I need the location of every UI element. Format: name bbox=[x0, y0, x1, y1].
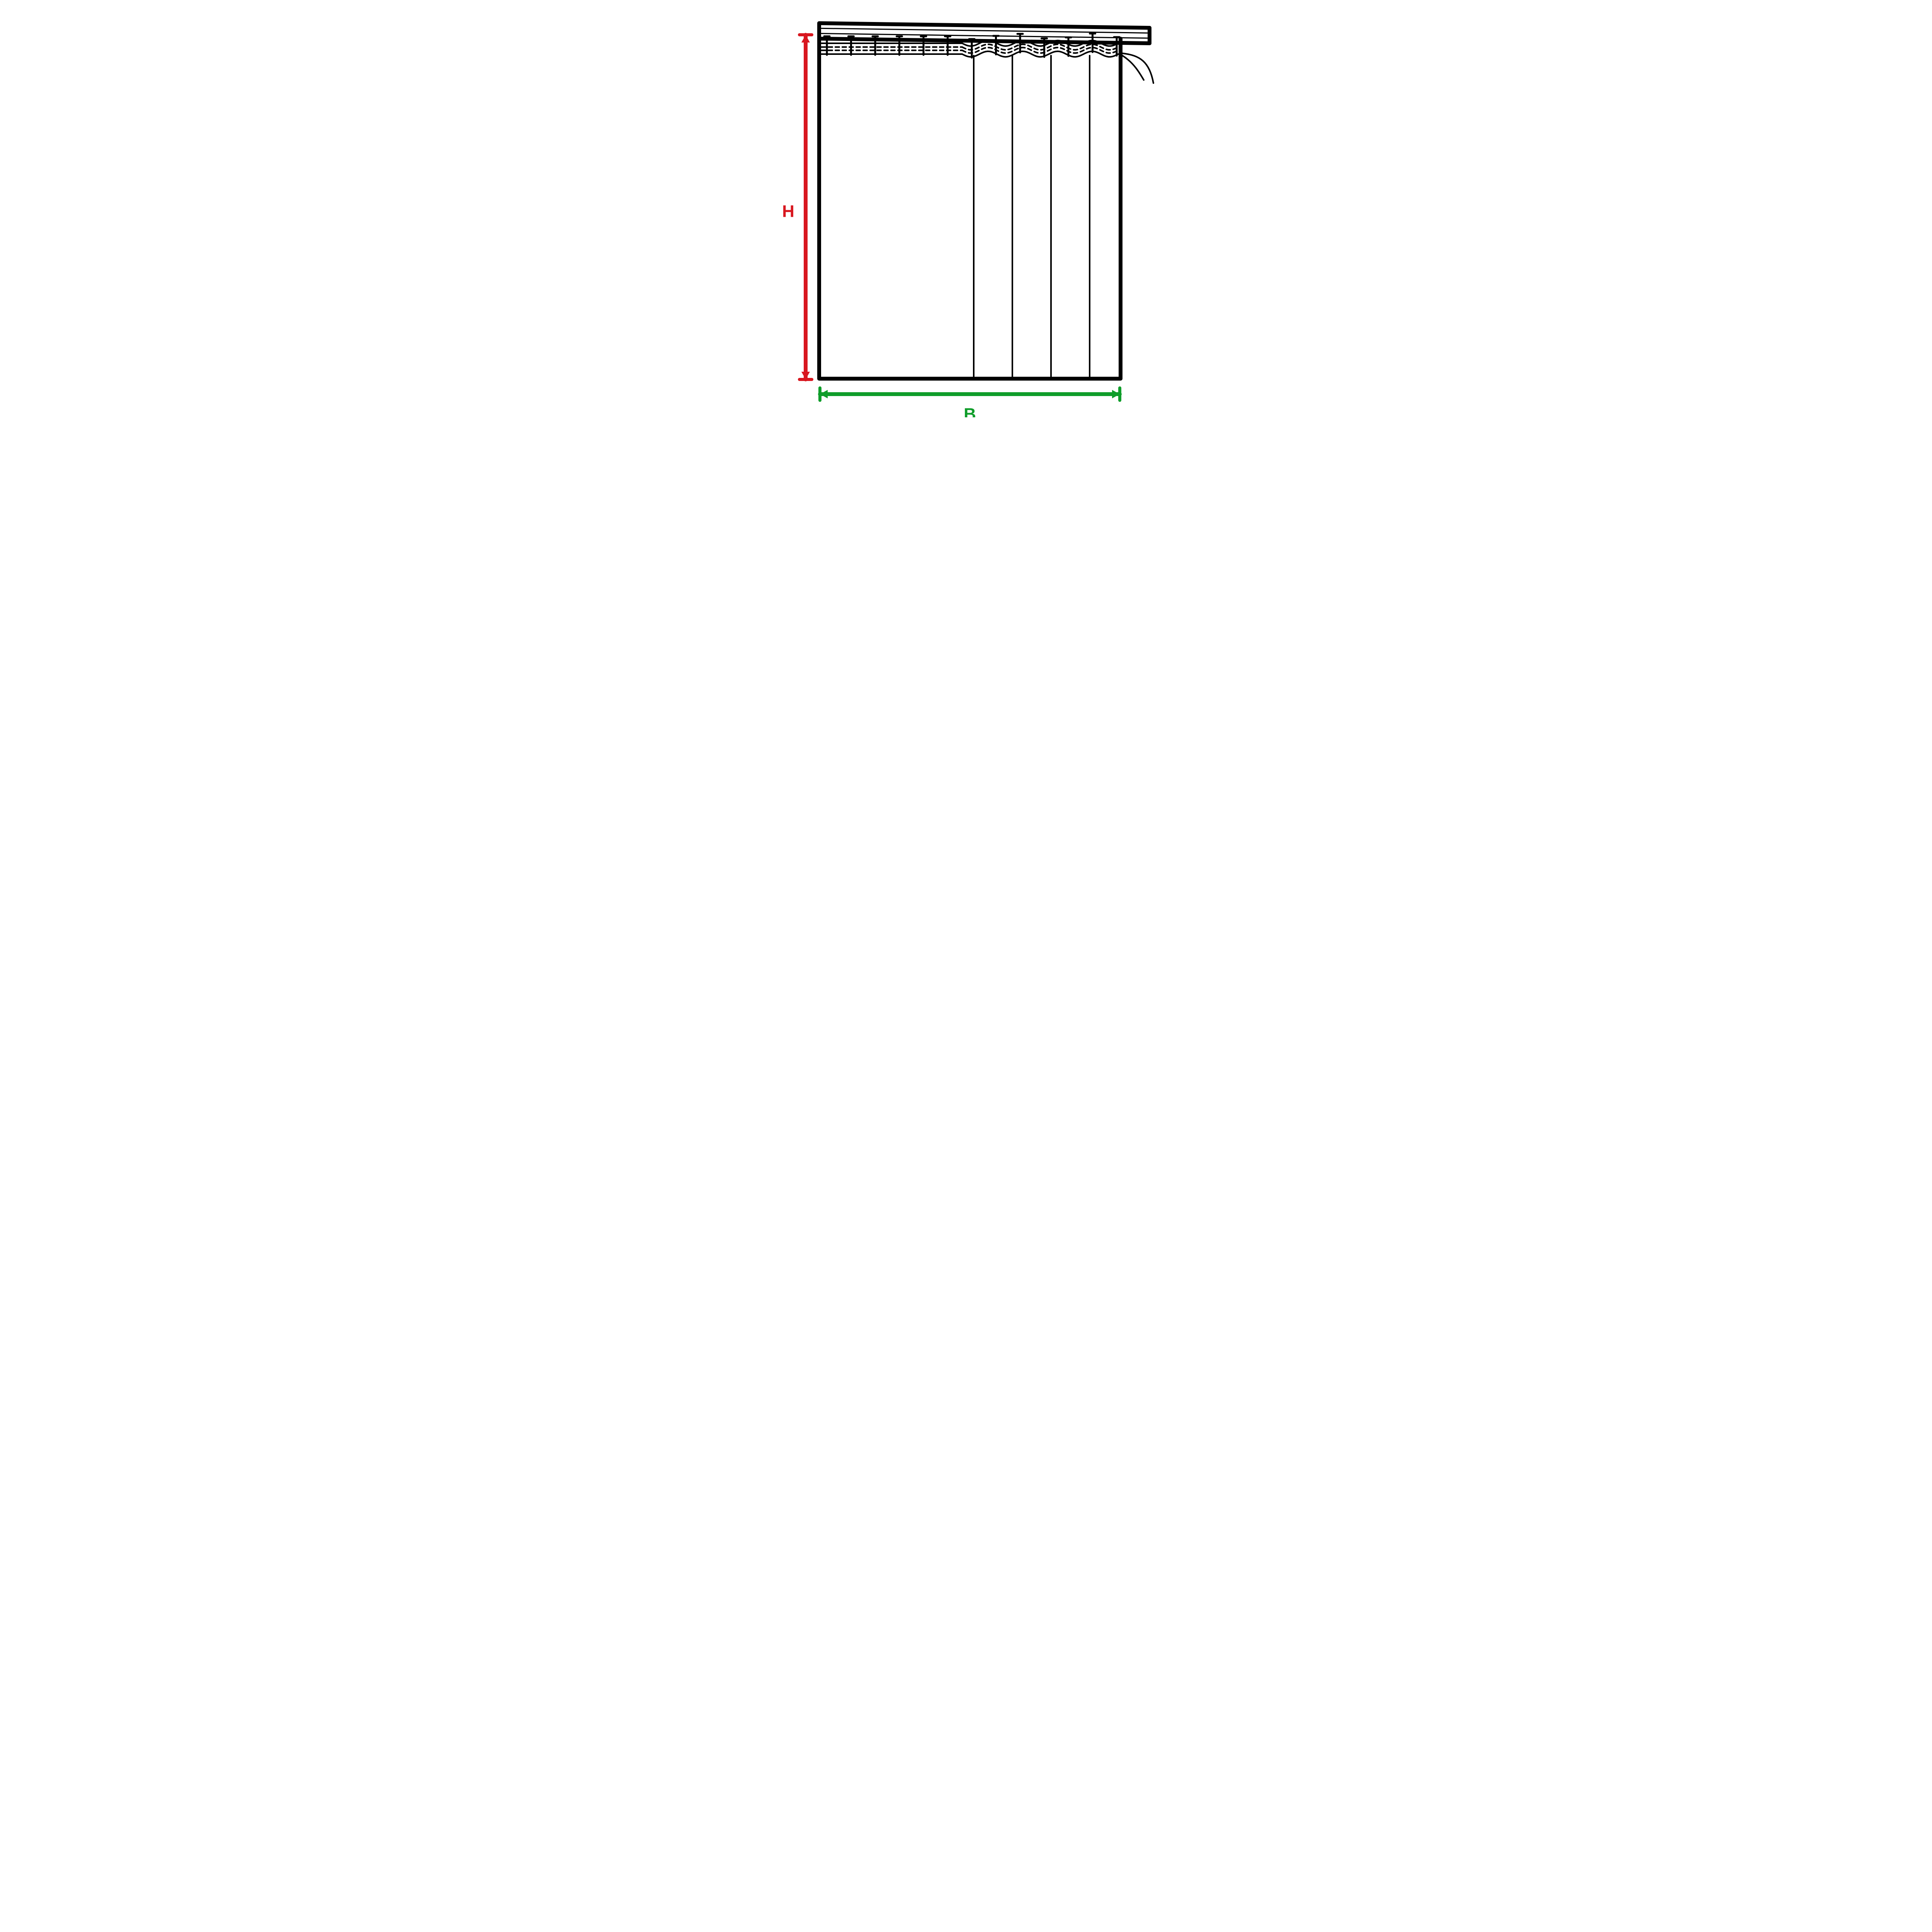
width-label: B bbox=[964, 405, 976, 417]
height-label: H bbox=[782, 202, 794, 221]
blind-dimension-diagram: H B bbox=[773, 15, 1159, 417]
